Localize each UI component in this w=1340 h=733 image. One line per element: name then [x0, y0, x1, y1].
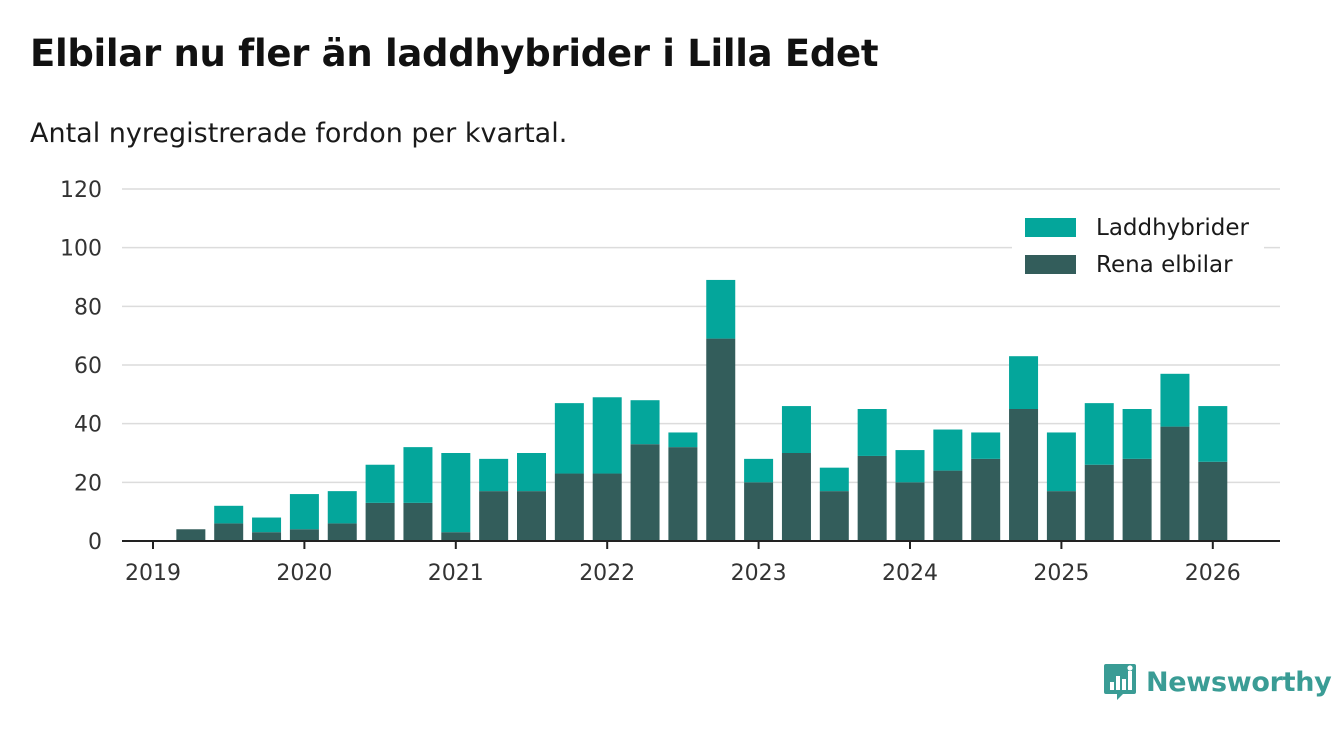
bar-rena-elbilar	[668, 447, 698, 541]
bar-rena-elbilar	[1046, 491, 1076, 541]
bar-laddhybrider	[971, 432, 1001, 459]
x-tick-label: 2024	[882, 561, 938, 586]
bar-rena-elbilar	[706, 338, 736, 541]
legend-label: Rena elbilar	[1096, 252, 1233, 278]
bar-laddhybrider	[630, 400, 660, 445]
gridlines	[122, 188, 1280, 484]
bar-laddhybrider	[1160, 373, 1190, 427]
x-tick-label: 2026	[1185, 561, 1241, 586]
bar-rena-elbilar	[289, 529, 319, 541]
bar-laddhybrider	[1009, 356, 1039, 409]
legend: Laddhybrider Rena elbilar	[1012, 208, 1264, 292]
bar-rena-elbilar	[403, 502, 433, 541]
bar-rena-elbilar	[971, 458, 1001, 541]
bar-rena-elbilar	[479, 491, 509, 541]
chart-subtitle: Antal nyregistrerade fordon per kvartal.	[30, 118, 568, 149]
bar-laddhybrider	[1198, 406, 1228, 462]
bar-laddhybrider	[517, 453, 546, 492]
bar-rena-elbilar	[252, 532, 282, 541]
x-axis: 2019 2020 2021 2022 2023 2024 2025 2026	[122, 540, 1280, 586]
bar-rena-elbilar	[819, 491, 849, 541]
bar-rena-elbilar	[1009, 409, 1039, 541]
y-tick-label: 0	[88, 530, 102, 555]
chart-title: Elbilar nu fler än laddhybrider i Lilla …	[30, 32, 879, 75]
bar-laddhybrider	[933, 429, 963, 471]
brand-name: Newsworthy	[1146, 666, 1332, 698]
bar-laddhybrider	[365, 464, 395, 503]
bar-laddhybrider	[668, 432, 698, 448]
bar-laddhybrider	[819, 467, 849, 492]
bar-laddhybrider	[327, 491, 357, 524]
bar-chart-logo-icon	[1104, 664, 1136, 700]
bar-laddhybrider	[214, 505, 244, 524]
legend-swatch	[1025, 255, 1076, 274]
bar-laddhybrider	[1084, 403, 1114, 465]
x-tick-label: 2020	[276, 561, 332, 586]
y-tick-label: 60	[74, 354, 102, 379]
stacked-bar-chart: 0 20 40 60 80 100 120 2019 2020 2021 2022 2023 2024…	[60, 178, 1280, 586]
legend-label: Laddhybrider	[1096, 215, 1249, 241]
bar-rena-elbilar	[630, 444, 660, 541]
x-tick-label: 2021	[428, 561, 484, 586]
bar-laddhybrider	[857, 409, 887, 456]
newsworthy-brand: Newsworthy	[1103, 662, 1332, 702]
bar-rena-elbilar	[1160, 426, 1190, 541]
bar-laddhybrider	[441, 453, 471, 533]
bar-rena-elbilar	[365, 502, 395, 541]
bar-rena-elbilar	[1198, 461, 1228, 541]
bar-laddhybrider	[781, 406, 811, 453]
bar-rena-elbilar	[1084, 464, 1114, 541]
bar-laddhybrider	[289, 494, 319, 530]
bar-laddhybrider	[403, 447, 433, 503]
bar-laddhybrider	[1046, 432, 1076, 492]
x-tick-label: 2022	[579, 561, 635, 586]
bar-rena-elbilar	[857, 455, 887, 541]
y-tick-label: 80	[74, 295, 102, 320]
bar-rena-elbilar	[744, 482, 774, 541]
bar-laddhybrider	[554, 403, 584, 474]
x-tick-label: 2025	[1033, 561, 1089, 586]
bar-laddhybrider	[479, 458, 509, 492]
y-tick-label: 120	[60, 178, 102, 203]
bar-laddhybrider	[744, 458, 774, 483]
y-tick-label: 20	[74, 471, 102, 496]
bar-rena-elbilar	[441, 532, 471, 541]
bars	[176, 279, 1228, 541]
y-tick-label: 100	[60, 237, 102, 262]
bar-rena-elbilar	[781, 453, 811, 541]
bar-laddhybrider	[592, 397, 622, 474]
bar-rena-elbilar	[1122, 458, 1152, 541]
bar-laddhybrider	[895, 450, 925, 483]
bar-rena-elbilar	[517, 491, 546, 541]
bar-rena-elbilar	[176, 529, 206, 541]
legend-swatch	[1025, 218, 1076, 237]
bar-rena-elbilar	[214, 523, 244, 541]
bar-laddhybrider	[1122, 409, 1152, 459]
bar-rena-elbilar	[933, 470, 963, 541]
y-tick-label: 40	[74, 413, 102, 438]
x-tick-label: 2019	[125, 561, 181, 586]
bar-laddhybrider	[706, 279, 736, 339]
y-axis-ticks: 0 20 40 60 80 100 120	[60, 178, 102, 555]
bar-rena-elbilar	[327, 523, 357, 541]
x-tick-label: 2023	[731, 561, 787, 586]
bar-laddhybrider	[252, 517, 282, 533]
bar-rena-elbilar	[895, 482, 925, 541]
bar-rena-elbilar	[592, 473, 622, 541]
bar-rena-elbilar	[554, 473, 584, 541]
